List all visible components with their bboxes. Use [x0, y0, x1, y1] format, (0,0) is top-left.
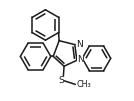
Text: S: S: [59, 76, 64, 85]
Text: N: N: [76, 40, 83, 49]
Text: N: N: [77, 55, 84, 64]
Text: CH₃: CH₃: [76, 80, 91, 89]
